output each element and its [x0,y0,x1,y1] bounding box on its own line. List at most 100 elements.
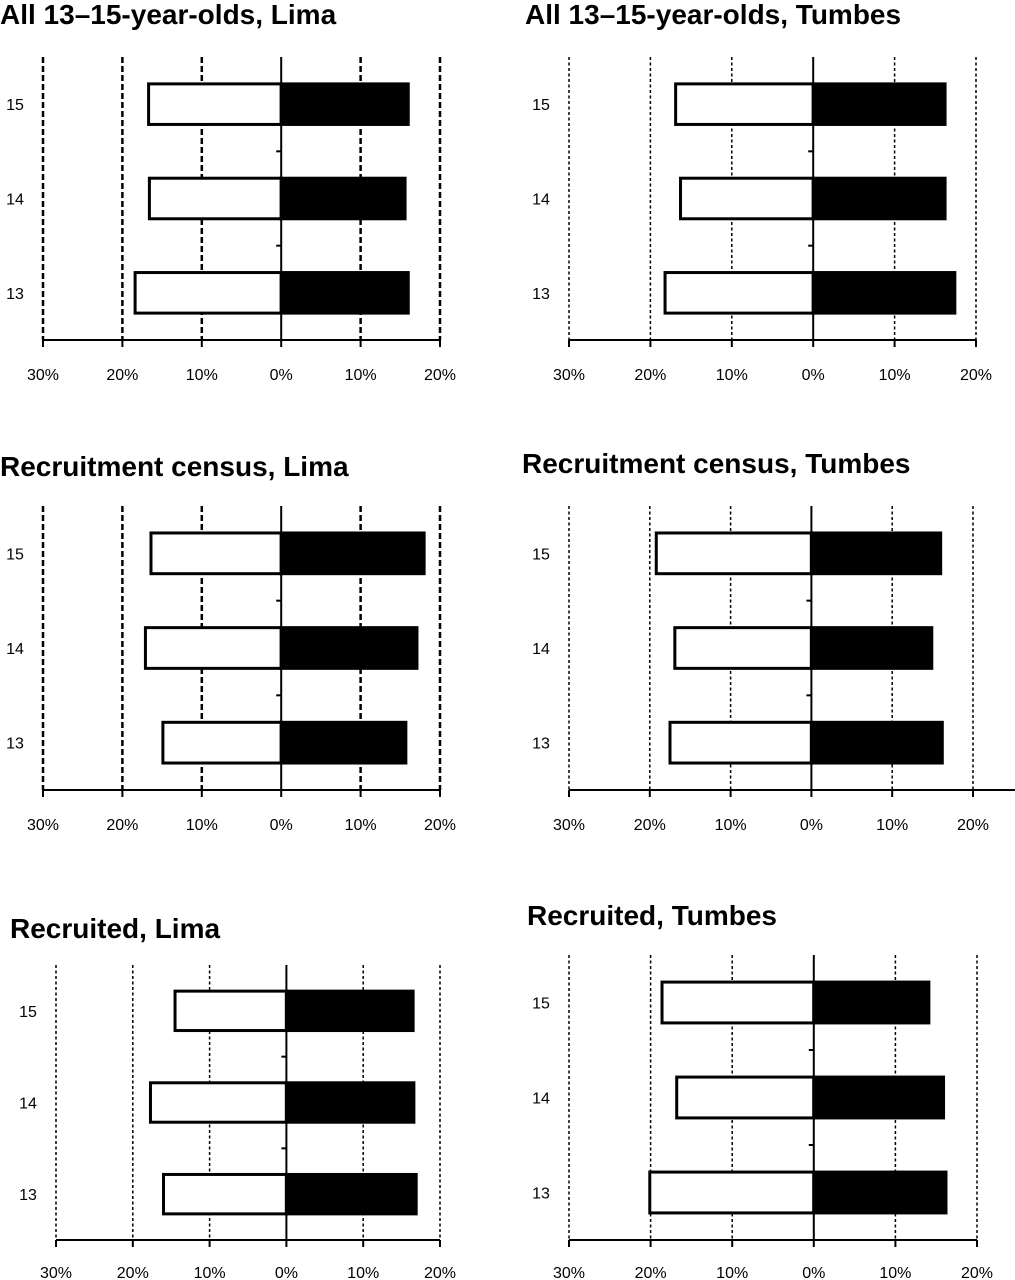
bar-left-14 [675,1075,816,1120]
y-tick-label: 14 [19,1096,37,1113]
panel-title: Recruitment census, Lima [0,451,349,482]
y-tick-label: 13 [6,286,24,303]
bar-left-15 [660,980,816,1025]
y-tick-label: 15 [532,546,550,563]
y-tick-label: 13 [6,736,24,753]
x-tick-label: 20% [957,817,989,834]
y-tick-label: 13 [532,736,550,753]
bar-left-13 [162,1172,288,1216]
panel-recruited-tumbes: Recruited, Tumbes 15 14 13 30% 20% 10% 0% 10% 20% [527,900,993,1280]
bar-left-15 [149,531,283,576]
x-tick-label: 20% [961,1265,993,1280]
y-tick-label: 13 [532,1186,550,1203]
bar-right-15 [284,989,415,1033]
y-tick-label: 15 [532,996,550,1013]
bar-left-13 [133,271,283,315]
x-tick-label: 30% [553,1265,585,1280]
bar-right-13 [284,1172,418,1216]
y-tick-label: 15 [19,1004,37,1021]
y-tick-label: 15 [6,97,24,114]
x-tick-label: 30% [27,817,59,834]
bar-right-15 [809,531,943,576]
x-tick-label: 10% [194,1265,226,1280]
bar-right-14 [811,176,947,221]
x-tick-label: 0% [270,817,293,834]
x-tick-label: 30% [27,367,59,384]
bar-left-15 [147,82,283,126]
bar-right-13 [279,271,410,315]
bar-left-15 [674,82,815,126]
panel-title: Recruited, Lima [10,913,220,944]
bar-right-15 [812,980,931,1025]
bar-right-13 [809,720,944,765]
bar-left-15 [173,989,288,1033]
panel-title: Recruitment census, Tumbes [522,448,910,479]
bar-left-14 [143,626,283,670]
y-tick-label: 14 [6,641,24,658]
y-tick-label: 13 [19,1187,37,1204]
bar-right-14 [279,176,407,221]
bar-right-15 [811,82,947,126]
panel-all-lima: All 13–15-year-olds, Lima 15 14 13 30% 20% 10%… [0,0,456,384]
panel-census-lima: Recruitment census, Lima 15 14 13 30% 20% 10% 0… [0,451,456,834]
x-tick-label: 0% [270,367,293,384]
panel-recruited-lima: Recruited, Lima 15 14 13 30% 20% 10% 0% 10% 20% [10,913,456,1280]
bar-right-13 [812,1170,948,1215]
panel-census-tumbes: Recruitment census, Tumbes 15 14 13 30% 20% 10… [522,448,1015,834]
x-tick-label: 20% [117,1265,149,1280]
bar-left-13 [161,720,283,765]
y-tick-label: 14 [532,192,550,209]
x-tick-label: 30% [553,817,585,834]
x-tick-label: 20% [424,817,456,834]
y-tick-label: 14 [6,192,24,209]
bar-right-15 [279,82,410,126]
bar-left-13 [648,1170,816,1215]
bar-left-13 [668,720,813,765]
y-tick-label: 14 [532,1091,550,1108]
bar-left-14 [673,626,813,670]
x-tick-label: 10% [876,817,908,834]
x-tick-label: 20% [106,817,138,834]
x-tick-label: 10% [879,367,911,384]
x-tick-label: 20% [106,367,138,384]
panel-title: All 13–15-year-olds, Tumbes [525,0,901,30]
x-tick-label: 10% [186,817,218,834]
panel-all-tumbes: All 13–15-year-olds, Tumbes 15 14 13 30% 20% 1… [525,0,992,384]
bar-left-14 [147,176,283,221]
x-tick-label: 0% [802,367,825,384]
x-tick-label: 10% [186,367,218,384]
bar-right-13 [279,720,408,765]
bar-right-14 [812,1075,946,1120]
x-tick-label: 20% [960,367,992,384]
x-tick-label: 20% [424,1265,456,1280]
x-tick-label: 10% [716,367,748,384]
bar-left-15 [654,531,813,576]
bar-left-14 [148,1081,288,1124]
y-tick-label: 13 [532,286,550,303]
bar-right-13 [811,271,957,315]
x-tick-label: 20% [634,367,666,384]
x-tick-label: 20% [635,1265,667,1280]
bar-left-14 [679,176,815,221]
x-tick-label: 10% [345,817,377,834]
bar-right-14 [284,1081,416,1124]
x-tick-label: 10% [716,1265,748,1280]
x-tick-label: 30% [553,367,585,384]
y-tick-label: 14 [532,641,550,658]
bar-left-13 [663,271,815,315]
panel-title: Recruited, Tumbes [527,900,777,931]
x-tick-label: 20% [424,367,456,384]
x-tick-label: 0% [800,817,823,834]
x-tick-label: 0% [275,1265,298,1280]
x-tick-label: 10% [715,817,747,834]
panel-title: All 13–15-year-olds, Lima [0,0,337,30]
bar-right-14 [809,626,934,670]
x-tick-label: 10% [345,367,377,384]
x-tick-label: 0% [802,1265,825,1280]
bar-right-14 [279,626,419,670]
bar-right-15 [279,531,426,576]
y-tick-label: 15 [532,97,550,114]
x-tick-label: 10% [347,1265,379,1280]
x-tick-label: 30% [40,1265,72,1280]
